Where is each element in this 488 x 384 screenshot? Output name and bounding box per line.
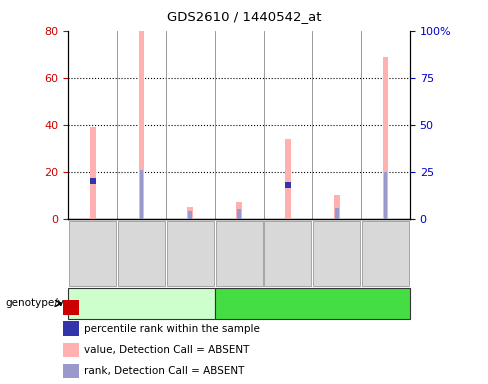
Text: count: count bbox=[84, 303, 113, 313]
Bar bbox=[334, 195, 340, 219]
Text: glycerol kinase knockout: glycerol kinase knockout bbox=[243, 298, 382, 308]
Bar bbox=[285, 139, 291, 219]
Text: GDS2610 / 1440542_at: GDS2610 / 1440542_at bbox=[167, 10, 321, 23]
Text: value, Detection Call = ABSENT: value, Detection Call = ABSENT bbox=[84, 345, 249, 355]
Bar bbox=[140, 170, 143, 219]
Bar bbox=[384, 172, 387, 219]
Text: wild-type: wild-type bbox=[116, 298, 167, 308]
Text: percentile rank within the sample: percentile rank within the sample bbox=[84, 324, 260, 334]
Bar bbox=[236, 202, 242, 219]
Bar bbox=[187, 207, 193, 219]
Bar bbox=[188, 211, 192, 219]
Bar bbox=[335, 208, 339, 219]
Bar bbox=[237, 210, 241, 219]
Bar bbox=[383, 56, 388, 219]
Bar bbox=[90, 127, 96, 219]
Text: genotype/variation: genotype/variation bbox=[5, 298, 104, 308]
Bar bbox=[139, 31, 144, 219]
Text: rank, Detection Call = ABSENT: rank, Detection Call = ABSENT bbox=[84, 366, 244, 376]
